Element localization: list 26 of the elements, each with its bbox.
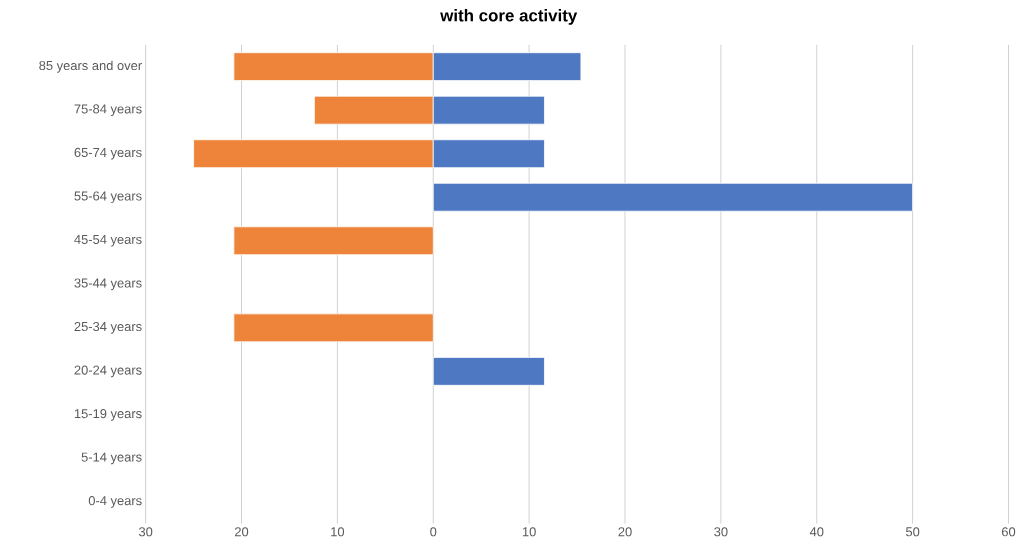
- y-tick-label: 5-14 years: [81, 452, 142, 465]
- chart-title: with core activity: [440, 9, 578, 26]
- bar: [432, 183, 914, 212]
- x-tick-label: 40: [809, 527, 824, 537]
- bar: [233, 226, 434, 256]
- y-tick-label: 65-74 years: [74, 148, 142, 160]
- x-tick-label: 30: [138, 527, 153, 537]
- x-tick-label: 10: [522, 527, 536, 537]
- y-tick-label: 85 years and over: [39, 60, 142, 73]
- bar: [233, 313, 434, 343]
- x-tick-label: 50: [905, 527, 920, 537]
- y-tick-label: 25-34 years: [74, 322, 142, 334]
- x-tick-label: 20: [234, 527, 249, 537]
- y-tick-label: 55-64 years: [74, 191, 142, 204]
- y-tick-label: 45-54 years: [74, 235, 142, 247]
- x-tick-label: 20: [618, 527, 632, 537]
- x-tick-label: 30: [714, 527, 728, 537]
- y-tick-label: 35-44 years: [74, 278, 142, 291]
- y-tick-label: 75-84 years: [74, 104, 142, 117]
- bar: [432, 357, 545, 386]
- x-tick-label: 60: [1001, 527, 1016, 537]
- y-tick-label: 20-24 years: [74, 365, 142, 378]
- y-tick-label: 0-4 years: [88, 496, 142, 508]
- y-tick-label: 15-19 years: [74, 409, 142, 421]
- x-tick-label: 10: [331, 527, 345, 537]
- x-tick-label: 0: [430, 527, 437, 537]
